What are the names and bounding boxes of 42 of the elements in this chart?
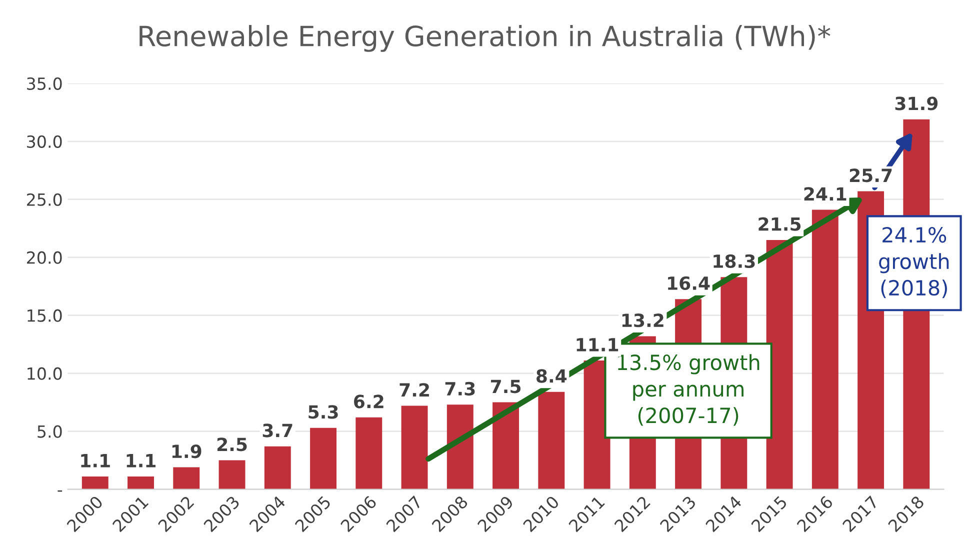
annotation: 24.1% growth (2018) <box>879 226 949 298</box>
data-label: 18.3 <box>714 254 755 268</box>
annotation: 13.5% growth per annum (2007-17) <box>618 354 760 426</box>
data-label: 11.1 <box>576 338 618 352</box>
bar <box>401 406 428 490</box>
data-label: 16.4 <box>668 276 710 290</box>
bar <box>218 460 246 490</box>
bar <box>264 446 291 490</box>
bar <box>812 210 838 490</box>
data-label: 1.1 <box>126 454 156 468</box>
data-label: 8.4 <box>536 369 567 383</box>
y-tick-label: 15.0 <box>28 309 62 322</box>
data-label: 2.5 <box>217 438 247 452</box>
data-label: 24.1 <box>804 187 846 200</box>
bar <box>82 476 108 490</box>
bar <box>446 404 474 490</box>
y-tick-label: 20.0 <box>27 251 62 264</box>
bar <box>356 417 382 490</box>
data-label: 7.5 <box>490 380 521 394</box>
data-label: 21.5 <box>758 217 801 231</box>
data-label: 31.9 <box>895 96 938 110</box>
data-label: 7.3 <box>445 382 475 396</box>
y-tick-label: 30.0 <box>27 135 62 148</box>
data-label: 5.3 <box>308 405 338 419</box>
y-tick-label: 25.0 <box>27 193 62 206</box>
data-label: 25.7 <box>850 168 892 182</box>
bar <box>173 467 200 490</box>
data-label: 1.9 <box>172 444 202 458</box>
y-tick-label: - <box>58 490 62 492</box>
data-label: 3.7 <box>262 424 292 438</box>
data-label: 7.2 <box>400 383 429 396</box>
y-tick-label: 10.0 <box>28 367 62 380</box>
bar <box>310 428 337 490</box>
bar <box>128 476 154 490</box>
data-label: 13.2 <box>622 313 664 328</box>
y-tick-label: 35.0 <box>27 77 62 90</box>
y-tick-label: 5.0 <box>38 425 62 438</box>
bar <box>538 392 565 490</box>
data-label: 1.1 <box>81 454 110 468</box>
data-label: 6.2 <box>354 394 384 408</box>
bar <box>492 402 520 490</box>
chart-title: Renewable Energy Generation in Australia (TWh)* <box>140 25 830 52</box>
